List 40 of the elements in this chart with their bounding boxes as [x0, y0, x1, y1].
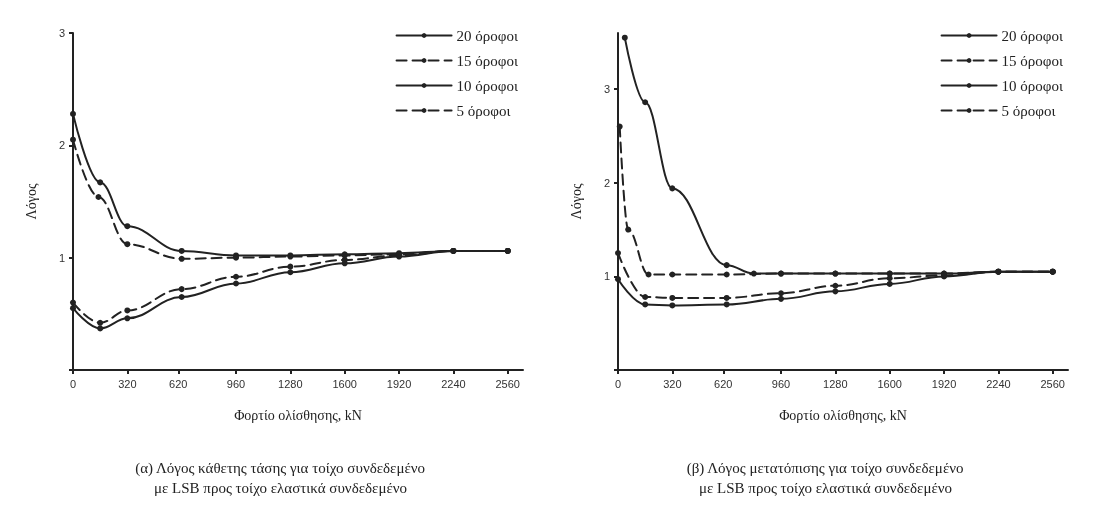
x-axis-title: Φορτίο ολίσθησης, kN	[234, 407, 362, 423]
legend-label: 5 όροφοι	[1001, 102, 1056, 119]
x-tick-label: 0	[614, 377, 622, 390]
text: (α) Λόγος κάθετης τάσης για τοίχο συνδεδεμένο	[135, 459, 426, 477]
x-tick-label: 2240	[986, 377, 1011, 390]
y-tick-label: 1	[58, 251, 65, 264]
x-tick-label: 620	[714, 377, 733, 390]
y-tick-label: 3	[603, 83, 610, 96]
x-axis-title: Φορτίο ολίσθησης, kN	[779, 407, 907, 423]
x-tick-label: 960	[771, 377, 791, 390]
legend-label: 5 όροφοι	[456, 102, 511, 119]
x-tick-label: 320	[118, 377, 137, 390]
legend-label: 20 όροφοι	[1001, 27, 1064, 44]
y-tick-label: 3	[58, 27, 65, 39]
text: με LSB προς τοίχο ελαστικά συνδεδεμένο	[699, 479, 953, 496]
y-axis-title: Λόγος	[23, 183, 39, 220]
x-tick-label: 0	[69, 377, 77, 390]
legend-label: 10 όροφοι	[456, 77, 519, 94]
y-tick-label: 2	[603, 176, 610, 189]
x-tick-label: 2240	[441, 377, 466, 390]
y-tick-label: 2	[58, 139, 65, 152]
x-tick-label: 960	[226, 377, 246, 390]
x-tick-label: 2560	[1040, 377, 1065, 390]
x-tick-label: 1920	[931, 377, 957, 390]
x-tick-label: 1600	[877, 377, 902, 390]
y-axis-title: Λόγος	[568, 183, 584, 220]
x-tick-label: 320	[663, 377, 682, 390]
text: με LSB προς τοίχο ελαστικά συνδεδεμένο	[154, 479, 408, 496]
x-tick-label: 1920	[386, 377, 412, 390]
legend-label: 20 όροφοι	[456, 27, 519, 44]
x-tick-label: 620	[169, 377, 188, 390]
x-tick-label: 1280	[823, 377, 848, 390]
legend-label: 15 όροφοι	[1001, 52, 1064, 69]
legend-label: 15 όροφοι	[456, 52, 519, 69]
text: (β) Λόγος μετατόπισης για τοίχο συνδεδεμένο	[686, 459, 964, 477]
y-tick-label: 1	[603, 270, 610, 283]
x-tick-label: 2560	[495, 377, 520, 390]
x-tick-label: 1280	[278, 377, 303, 390]
x-tick-label: 1600	[332, 377, 357, 390]
legend-label: 10 όροφοι	[1001, 77, 1064, 94]
